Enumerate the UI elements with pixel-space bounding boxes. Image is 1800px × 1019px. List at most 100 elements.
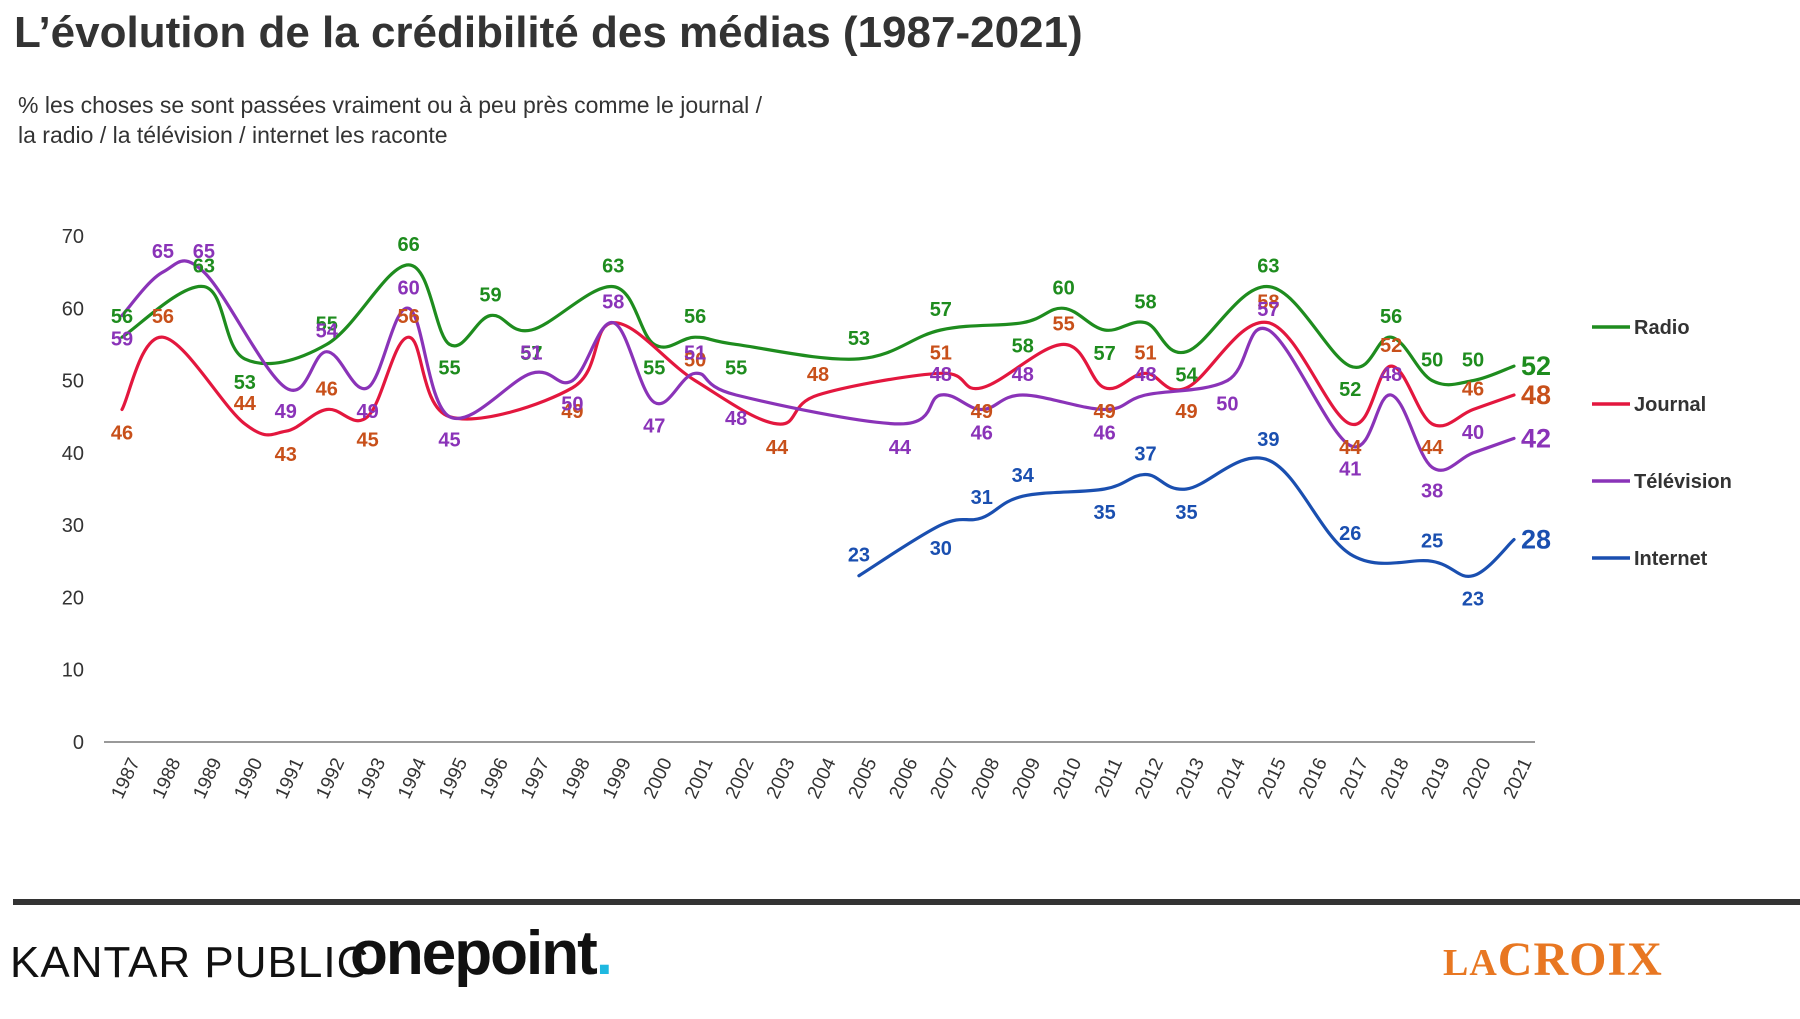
x-tick-label: 2002 bbox=[722, 755, 759, 802]
data-label-journal: 55 bbox=[1053, 313, 1075, 335]
x-tick-label: 1992 bbox=[312, 755, 349, 802]
y-tick-label: 50 bbox=[62, 371, 84, 393]
la-croix-logo-la: LA bbox=[1443, 942, 1498, 984]
x-tick-label: 2021 bbox=[1500, 755, 1537, 802]
data-label-journal: 48 bbox=[807, 364, 829, 386]
x-tick-label: 2006 bbox=[886, 755, 923, 802]
data-label-télévision: 51 bbox=[520, 342, 542, 364]
series-line-journal bbox=[120, 320, 1516, 437]
data-label-internet: 23 bbox=[1462, 589, 1484, 611]
x-tick-label: 1987 bbox=[108, 755, 145, 802]
data-label-radio: 58 bbox=[1134, 292, 1156, 314]
onepoint-logo-text: onepoint bbox=[350, 919, 598, 988]
data-label-télévision: 48 bbox=[930, 364, 952, 386]
data-label-radio: 53 bbox=[848, 328, 870, 350]
y-tick-label: 60 bbox=[62, 298, 84, 320]
y-tick-label: 30 bbox=[62, 515, 84, 537]
x-tick-label: 2011 bbox=[1091, 755, 1127, 801]
data-label-journal: 56 bbox=[152, 306, 174, 328]
subtitle-line-1: % les choses se sont passées vraiment ou… bbox=[18, 92, 763, 118]
data-label-télévision: 48 bbox=[725, 408, 747, 430]
series-line-radio bbox=[120, 263, 1516, 387]
data-label-journal: 46 bbox=[316, 378, 338, 400]
data-label-journal: 49 bbox=[1093, 401, 1115, 423]
x-tick-label: 1998 bbox=[558, 755, 595, 802]
data-label-internet: 26 bbox=[1339, 523, 1361, 545]
data-label-radio: 55 bbox=[438, 357, 460, 379]
data-label-télévision: 54 bbox=[316, 321, 339, 343]
y-tick-label: 10 bbox=[62, 660, 84, 682]
data-label-radio: 63 bbox=[193, 256, 215, 278]
data-label-journal: 49 bbox=[971, 401, 993, 423]
data-label-radio: 57 bbox=[520, 343, 542, 365]
data-label-télévision: 44 bbox=[889, 437, 912, 459]
x-tick-label: 2017 bbox=[1336, 755, 1373, 802]
x-tick-label: 1997 bbox=[517, 755, 554, 802]
data-label-radio: 55 bbox=[643, 357, 665, 379]
data-label-internet: 30 bbox=[930, 538, 952, 560]
x-tick-label: 1988 bbox=[149, 755, 186, 802]
data-label-journal: 50 bbox=[684, 350, 706, 372]
data-label-télévision: 59 bbox=[111, 329, 133, 351]
data-label-radio: 66 bbox=[397, 234, 419, 256]
la-croix-logo-croix: CROIX bbox=[1497, 933, 1663, 986]
legend-label-journal: Journal bbox=[1634, 394, 1706, 416]
data-label-radio: 55 bbox=[725, 357, 747, 379]
data-label-journal: 45 bbox=[357, 430, 379, 452]
x-tick-label: 2015 bbox=[1254, 755, 1291, 802]
last-value-journal: 48 bbox=[1521, 380, 1551, 410]
data-label-journal: 49 bbox=[1175, 401, 1197, 423]
last-value-radio: 52 bbox=[1521, 351, 1551, 381]
data-label-télévision: 40 bbox=[1462, 422, 1484, 444]
data-label-télévision: 45 bbox=[438, 430, 460, 452]
data-label-radio: 60 bbox=[1053, 277, 1075, 299]
data-label-télévision: 49 bbox=[357, 401, 379, 423]
data-label-journal: 44 bbox=[1339, 437, 1362, 459]
data-label-radio: 63 bbox=[602, 256, 624, 278]
x-tick-label: 2003 bbox=[763, 755, 800, 802]
x-tick-label: 2007 bbox=[927, 755, 964, 802]
x-tick-label: 2020 bbox=[1459, 755, 1496, 802]
data-label-télévision: 58 bbox=[602, 292, 624, 314]
data-label-radio: 53 bbox=[234, 372, 256, 394]
data-label-télévision: 48 bbox=[1012, 364, 1034, 386]
x-tick-label: 2018 bbox=[1377, 755, 1414, 802]
data-label-télévision: 65 bbox=[193, 241, 215, 263]
x-tick-label: 2016 bbox=[1295, 755, 1332, 802]
data-label-radio: 57 bbox=[930, 299, 952, 321]
data-label-télévision: 46 bbox=[1093, 422, 1115, 444]
x-tick-label: 1995 bbox=[435, 755, 472, 802]
data-label-journal: 58 bbox=[1257, 292, 1279, 314]
data-label-radio: 50 bbox=[1421, 350, 1443, 372]
data-label-télévision: 49 bbox=[275, 401, 297, 423]
x-tick-label: 1999 bbox=[599, 755, 636, 802]
x-tick-label: 1991 bbox=[271, 755, 308, 802]
y-tick-label: 0 bbox=[73, 732, 84, 754]
la-croix-logo: LACROIX bbox=[1443, 932, 1663, 987]
x-tick-label: 2013 bbox=[1172, 755, 1209, 802]
y-tick-label: 20 bbox=[62, 587, 84, 609]
x-tick-label: 2005 bbox=[845, 755, 882, 802]
series-line-internet bbox=[857, 456, 1516, 578]
data-label-télévision: 38 bbox=[1421, 480, 1443, 502]
x-tick-label: 2001 bbox=[681, 755, 718, 802]
onepoint-logo-dot: . bbox=[595, 919, 613, 988]
data-label-radio: 56 bbox=[1380, 306, 1402, 328]
data-label-radio: 56 bbox=[684, 306, 706, 328]
x-tick-label: 1994 bbox=[394, 754, 431, 802]
data-label-radio: 58 bbox=[1012, 336, 1034, 358]
last-value-télévision: 42 bbox=[1521, 423, 1551, 453]
x-tick-label: 1993 bbox=[353, 755, 390, 802]
data-label-télévision: 47 bbox=[643, 415, 665, 437]
data-label-radio: 55 bbox=[316, 313, 338, 335]
data-label-journal: 44 bbox=[1421, 437, 1444, 459]
data-label-télévision: 50 bbox=[1216, 394, 1238, 416]
x-tick-label: 2014 bbox=[1213, 754, 1250, 802]
data-label-journal: 46 bbox=[111, 422, 133, 444]
x-tick-label: 2009 bbox=[1008, 755, 1045, 802]
data-label-télévision: 46 bbox=[971, 422, 993, 444]
onepoint-logo: onepoint. bbox=[350, 918, 613, 989]
data-label-internet: 31 bbox=[971, 487, 993, 509]
x-tick-label: 2000 bbox=[640, 755, 677, 802]
